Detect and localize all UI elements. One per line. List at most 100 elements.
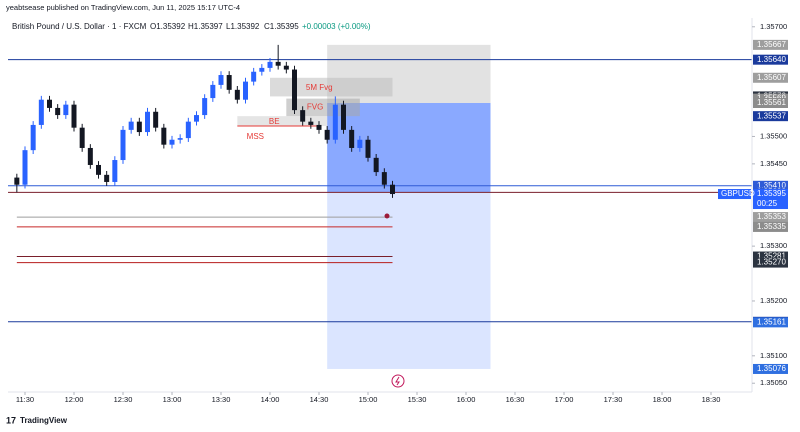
candle-body [128, 121, 134, 130]
price-label: 1.35281 [757, 252, 786, 261]
candle-body [316, 124, 322, 130]
price-label-box [753, 212, 788, 223]
candle-body [308, 121, 314, 125]
y-tick-label: 1.35500 [760, 131, 787, 140]
y-tick-label: 1.35100 [760, 351, 787, 360]
candle-body [120, 129, 126, 161]
x-tick-label: 17:30 [604, 395, 623, 404]
alert-icon [391, 374, 405, 388]
ohlc-value: +0.00003 (+0.00%) [302, 22, 371, 31]
footer-brand: TradingView [20, 416, 68, 425]
y-tick-label: 1.35200 [760, 296, 787, 305]
candle-body [267, 61, 273, 68]
candle-body [373, 157, 379, 173]
x-tick-label: 16:00 [457, 395, 476, 404]
price-label: 1.35270 [757, 258, 786, 267]
candle-body [300, 110, 306, 122]
price-label: 1.35607 [757, 73, 786, 82]
chart-title: British Pound / U.S. Dollar · 1 · FXCM [12, 22, 147, 31]
candle-body [30, 124, 36, 151]
candle-body [112, 160, 118, 182]
candle-body [153, 111, 159, 128]
position-target-zone [327, 192, 491, 369]
candle-body [210, 84, 216, 99]
price-label-box [753, 257, 788, 268]
symbol-tag: GBPUSD [721, 189, 755, 198]
candle-body [185, 121, 191, 139]
x-tick-label: 14:30 [310, 395, 329, 404]
candle-body [169, 139, 175, 145]
candle-body [202, 98, 208, 116]
price-label: 1.35410 [757, 181, 786, 190]
logo-mark: 17 [6, 415, 16, 425]
candle-body [71, 104, 77, 128]
price-label-box [753, 54, 788, 65]
candle-body [226, 75, 232, 90]
ohlc-value: O1.35392 [150, 22, 186, 31]
y-tick-label: 1.35700 [760, 22, 787, 31]
candle-body [136, 121, 142, 133]
candle-body [234, 89, 240, 100]
candle-body [79, 127, 85, 148]
price-label-box [753, 111, 788, 122]
x-tick-label: 18:30 [702, 395, 721, 404]
symbol-tag-box [718, 189, 751, 200]
price-label: 1.35537 [757, 111, 786, 120]
x-tick-label: 15:30 [408, 395, 427, 404]
line-label: MSS [247, 132, 264, 141]
price-label: 1.35353 [757, 212, 786, 221]
candle-body [47, 99, 52, 108]
price-label: 1.35561 [757, 98, 786, 107]
price-label-box [753, 251, 788, 262]
price-label-box [753, 189, 788, 210]
x-tick-label: 13:30 [212, 395, 231, 404]
candle-body [275, 61, 281, 66]
candle-body [87, 147, 93, 165]
candle-body [243, 81, 248, 100]
footer-logo: 17 [6, 415, 16, 425]
y-tick-label: 1.35450 [760, 159, 787, 168]
x-tick-label: 17:00 [555, 395, 574, 404]
plot-area: 5M Fvg FVG BE MSS [8, 44, 752, 369]
ohlc-value: L1.35392 [226, 22, 260, 31]
price-label: 1.35076 [757, 364, 786, 373]
price-label: 1.35335 [757, 222, 786, 231]
position-open-profit [327, 103, 491, 193]
y-tick-label: 1.35050 [760, 378, 787, 387]
marker-dot [384, 213, 390, 219]
ohlc-value: C1.35395 [264, 22, 299, 31]
x-tick-label: 14:00 [261, 395, 280, 404]
candle-body [55, 107, 61, 116]
candle-body [292, 69, 297, 111]
price-label: 1.35395 [757, 189, 786, 198]
candle-body [381, 172, 387, 185]
ohlc-value: H1.35397 [188, 22, 223, 31]
candle-body [145, 111, 150, 133]
x-tick-label: 11:30 [16, 395, 34, 404]
price-label-box [753, 317, 788, 328]
zone-label: FVG [307, 102, 323, 111]
price-label-box [753, 72, 788, 83]
candle-body [332, 104, 338, 140]
price-label: 1.35667 [757, 40, 786, 49]
x-tick-label: 12:00 [65, 395, 84, 404]
price-label-box [753, 39, 788, 50]
price-label: 1.35640 [757, 55, 786, 64]
y-tick-label: 1.35300 [760, 241, 787, 250]
candle-body [324, 129, 330, 140]
candle-body [357, 139, 363, 148]
candle-body [104, 174, 110, 182]
price-label-box [753, 221, 788, 232]
price-label-box [753, 363, 788, 374]
x-tick-label: 18:00 [653, 395, 672, 404]
candle-body [38, 99, 44, 125]
ohlc-legend: British Pound / U.S. Dollar · 1 · FXCM O… [12, 22, 371, 31]
price-label-box [753, 98, 788, 108]
candle-body [341, 104, 346, 130]
candle-body [194, 115, 199, 122]
candle-body [259, 67, 265, 72]
candle-body [283, 65, 289, 70]
publisher-line: yeabtsease published on TradingView.com,… [6, 3, 240, 12]
